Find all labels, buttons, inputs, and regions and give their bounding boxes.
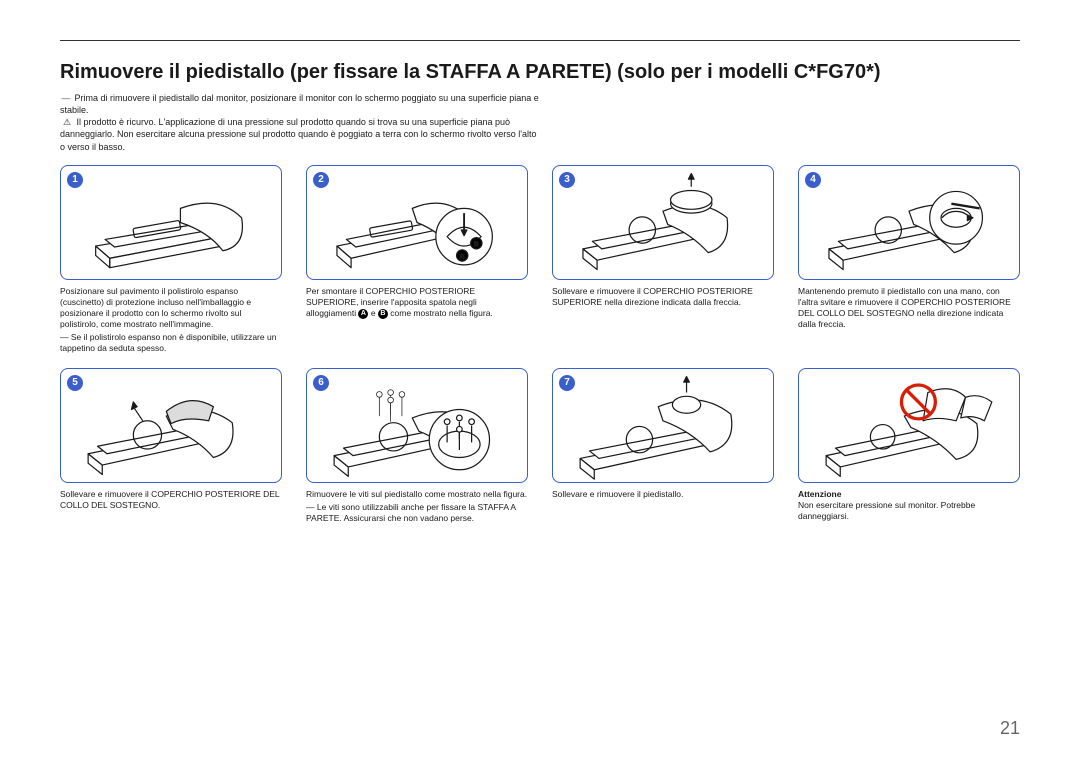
step-cell: 7 Sollevare e rimuovere il piedistallo. (552, 368, 774, 524)
caution-figure (798, 368, 1020, 483)
diagram-spatula-slots: B A (307, 166, 527, 279)
step-badge: 7 (559, 375, 575, 391)
step-badge: 3 (559, 172, 575, 188)
step-caption: Rimuovere le viti sul piedistallo come m… (306, 489, 528, 524)
step-7-figure: 7 (552, 368, 774, 483)
steps-row-1: 1 Posizionare sul pavimento il polistiro… (60, 165, 1020, 354)
step-caption: Per smontare il COPERCHIO POSTERIORE SUP… (306, 286, 528, 319)
step-cell: 1 Posizionare sul pavimento il polistiro… (60, 165, 282, 354)
svg-text:B: B (474, 241, 479, 248)
intro-line-2: Il prodotto è ricurvo. L'applicazione di… (60, 117, 537, 151)
caution-caption: Attenzione Non esercitare pressione sul … (798, 489, 1020, 522)
steps-row-2: 5 Sollevare e rimuovere il COPERCHIO POS… (60, 368, 1020, 524)
caution-text: Non esercitare pressione sul monitor. Po… (798, 500, 975, 521)
diagram-lift-stand (553, 369, 773, 482)
step-badge: 1 (67, 172, 83, 188)
step-cell: 6 (306, 368, 528, 524)
diagram-remove-screws (307, 369, 527, 482)
step-4-figure: 4 (798, 165, 1020, 280)
note-icon: ― (60, 92, 72, 104)
step-caption: Posizionare sul pavimento il polistirolo… (60, 286, 282, 354)
step-badge: 2 (313, 172, 329, 188)
step-caption: Sollevare e rimuovere il COPERCHIO POSTE… (60, 489, 282, 511)
intro-line-1: Prima di rimuovere il piedistallo dal mo… (60, 93, 539, 115)
step-6-figure: 6 (306, 368, 528, 483)
diagram-lift-neck-cover (61, 369, 281, 482)
step-cell: 4 Mantenendo prem (798, 165, 1020, 354)
step-2-figure: 2 B A (306, 165, 528, 280)
step-5-figure: 5 (60, 368, 282, 483)
step-caption: Mantenendo premuto il piedistallo con un… (798, 286, 1020, 330)
svg-text:A: A (460, 253, 465, 260)
caution-cell: Attenzione Non esercitare pressione sul … (798, 368, 1020, 524)
step-badge: 5 (67, 375, 83, 391)
step-cell: 2 B A (306, 165, 528, 354)
step-3-figure: 3 (552, 165, 774, 280)
page-title: Rimuovere il piedistallo (per fissare la… (60, 61, 1020, 84)
step-badge: 6 (313, 375, 329, 391)
step-badge: 4 (805, 172, 821, 188)
diagram-do-not-press (799, 369, 1019, 482)
intro-block: ― Prima di rimuovere il piedistallo dal … (60, 92, 540, 153)
caution-label: Attenzione (798, 489, 841, 499)
step-1-figure: 1 (60, 165, 282, 280)
step-cell: 5 Sollevare e rimuovere il COPERCHIO POS… (60, 368, 282, 524)
page-number: 21 (1000, 718, 1020, 739)
warning-icon: ⚠ (60, 116, 74, 128)
step-caption: Sollevare e rimuovere il piedistallo. (552, 489, 774, 500)
step-caption: Sollevare e rimuovere il COPERCHIO POSTE… (552, 286, 774, 308)
diagram-remove-top-cover (553, 166, 773, 279)
step-cell: 3 Sollevare e rimuovere il COP (552, 165, 774, 354)
diagram-neck-cover (799, 166, 1019, 279)
diagram-monitor-foam (61, 166, 281, 279)
